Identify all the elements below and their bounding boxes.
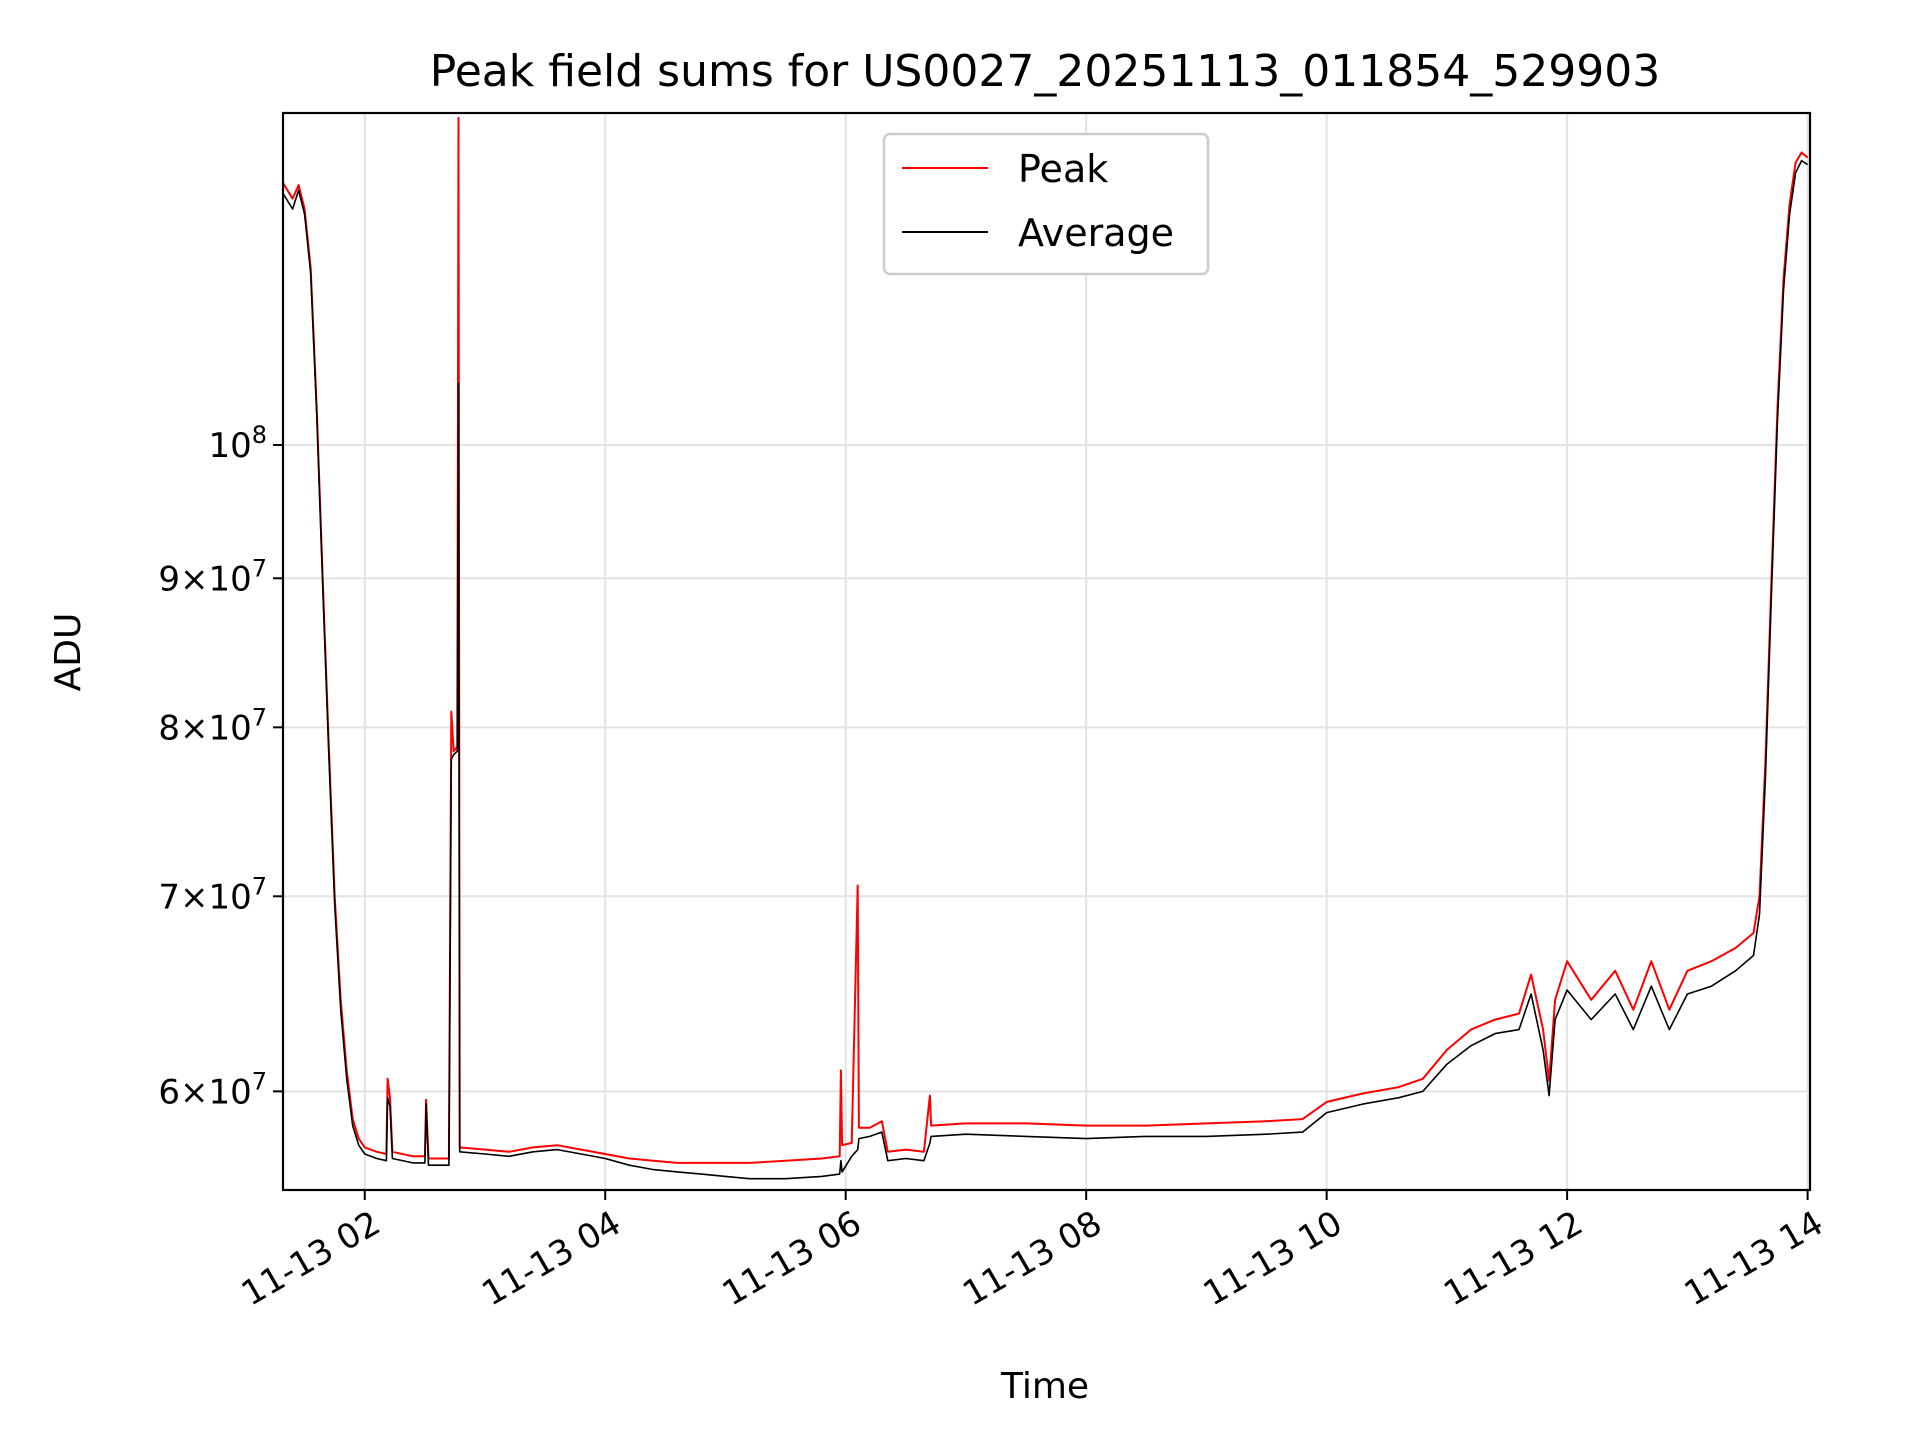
y-tick-label: 8×107 — [158, 703, 267, 748]
legend-average-label: Average — [1018, 211, 1174, 255]
plot-frame — [281, 111, 1812, 1192]
x-axis-label: Time — [1000, 1366, 1089, 1407]
grid-lines — [283, 113, 1810, 1190]
y-axis-label: ADU — [48, 613, 89, 692]
y-tick-label: 108 — [208, 421, 267, 466]
legend-peak-label: Peak — [1018, 147, 1108, 191]
y-tick-label: 7×107 — [158, 872, 267, 917]
y-axis: 6×107 7×107 8×107 9×107 108 — [158, 421, 283, 1112]
chart-title: Peak field sums for US0027_20251113_0118… — [430, 46, 1660, 97]
series-line-average — [283, 159, 1809, 1180]
y-tick-label: 6×107 — [158, 1067, 267, 1112]
legend: Peak Average — [882, 132, 1210, 276]
series-layer — [283, 116, 1809, 1180]
y-tick-label: 9×107 — [158, 554, 267, 599]
